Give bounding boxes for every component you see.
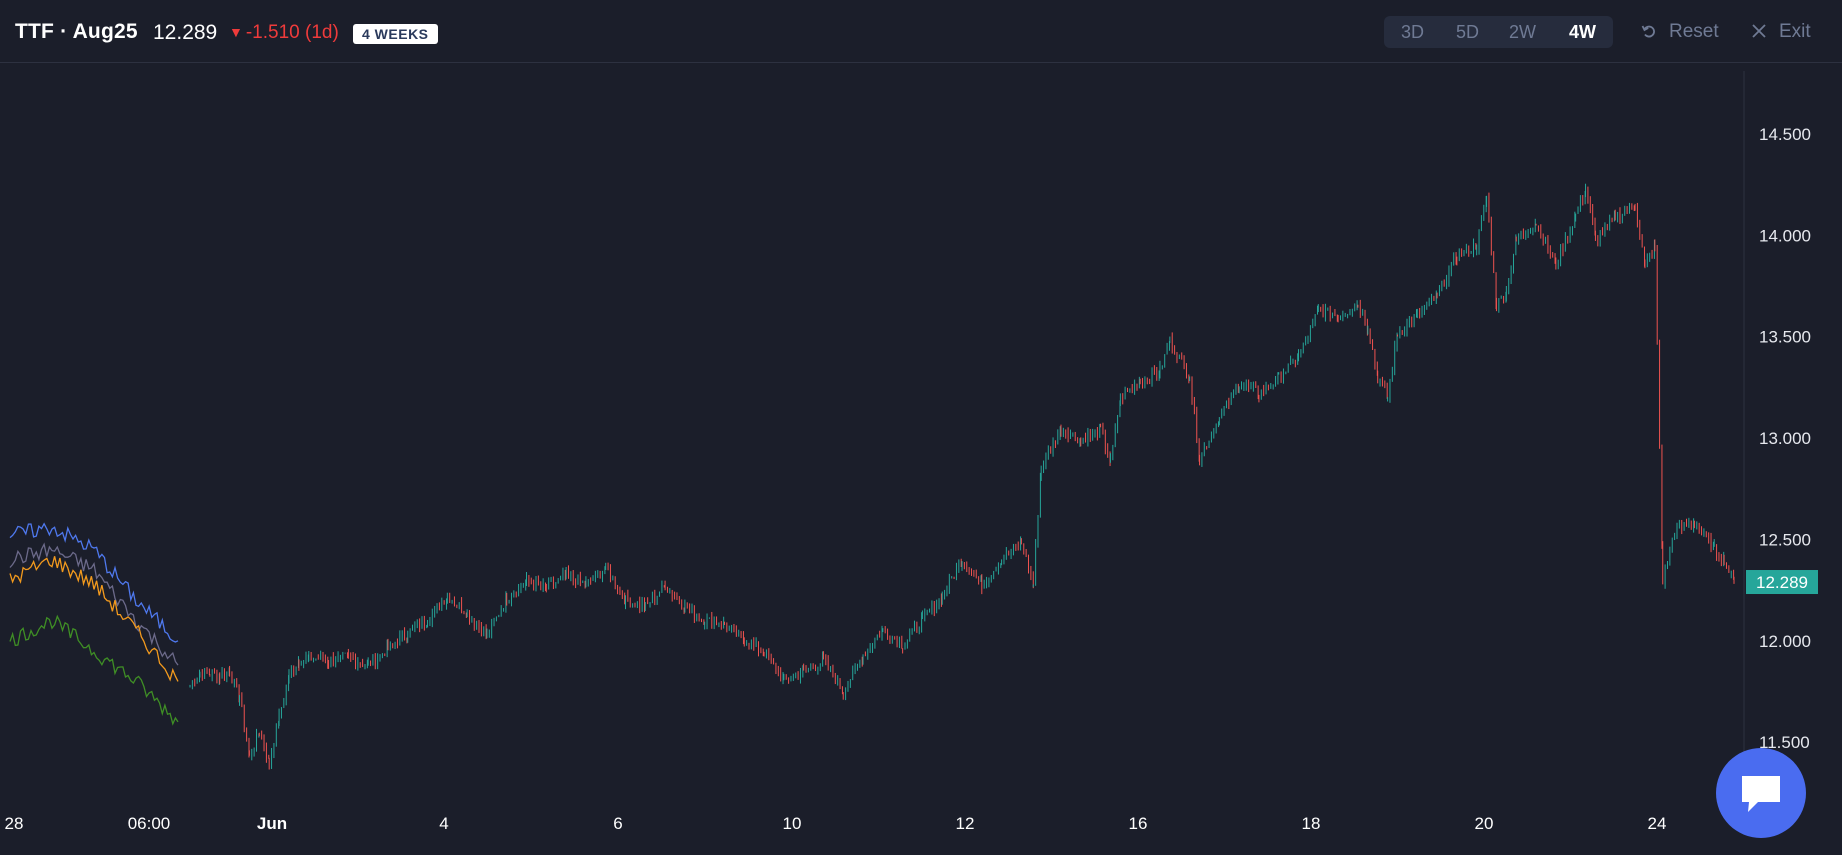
range-selector: 3D 5D 2W 4W (1384, 16, 1613, 48)
chat-button[interactable] (1716, 748, 1806, 838)
y-tick-label: 11.500 (1759, 733, 1810, 752)
y-tick-label: 12.000 (1759, 632, 1811, 651)
x-tick-label: 20 (1475, 814, 1494, 833)
reset-icon (1641, 25, 1655, 38)
y-tick-label: 13.000 (1759, 429, 1811, 448)
range-2w-button[interactable]: 2W (1509, 22, 1536, 42)
chat-bubble-icon (1742, 776, 1780, 812)
x-tick-label: 12 (956, 814, 975, 833)
x-tick-label: 06:00 (128, 814, 171, 833)
y-tick-label: 14.500 (1759, 125, 1811, 144)
price-change-value: -1.510 (1d) (245, 22, 339, 43)
x-tick-label: 4 (439, 814, 448, 833)
x-tick-label: 16 (1129, 814, 1148, 833)
reset-label: Reset (1669, 21, 1719, 42)
x-tick-label: 10 (783, 814, 802, 833)
x-tick-label: 18 (1302, 814, 1321, 833)
reset-button[interactable]: Reset (1641, 20, 1721, 44)
last-price-tag-label: 12.289 (1756, 573, 1808, 592)
forward-curve-series (9, 522, 179, 643)
y-tick-label: 13.500 (1759, 328, 1811, 347)
range-5d-button[interactable]: 5D (1456, 22, 1480, 42)
period-badge: 4 WEEKS (353, 24, 438, 44)
x-tick-label: 24 (1648, 814, 1667, 833)
x-tick-label: Jun (257, 814, 287, 833)
forward-curve-series (9, 556, 179, 682)
price-chart[interactable]: 11.500 12.000 12.500 13.000 13.500 14.000 14.5… (0, 63, 1842, 855)
x-tick-label: 6 (613, 814, 622, 833)
range-4w-button[interactable]: 4W (1569, 22, 1596, 42)
price-change: ▼ -1.510 (1d) (229, 22, 339, 44)
instrument-symbol: TTF · Aug25 (15, 20, 138, 43)
last-price-tag (1746, 570, 1818, 595)
chart-header: TTF · Aug25 12.289 ▼ -1.510 (1d) 4 WEEKS … (0, 0, 1842, 63)
forward-curve-series (9, 614, 179, 726)
exit-button[interactable]: Exit (1751, 20, 1819, 44)
last-price: 12.289 (153, 21, 218, 44)
close-icon (1752, 24, 1766, 38)
triangle-down-icon: ▼ (229, 24, 243, 40)
x-tick-label: 28 (5, 814, 24, 833)
y-tick-label: 12.500 (1759, 530, 1811, 549)
y-tick-label: 14.000 (1759, 226, 1811, 245)
range-3d-button[interactable]: 3D (1401, 22, 1425, 42)
forward-curve-series (9, 542, 179, 666)
exit-label: Exit (1779, 21, 1811, 42)
